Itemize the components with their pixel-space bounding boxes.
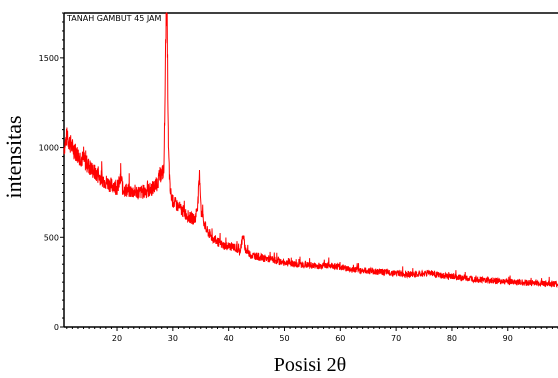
series-line — [63, 12, 558, 289]
x-tick-label: 80 — [447, 334, 457, 343]
y-tick-label: 0 — [54, 323, 59, 332]
y-tick-label: 1000 — [39, 144, 59, 153]
x-axis-label: Posisi 2θ — [274, 354, 346, 376]
y-tick-label: 1500 — [39, 54, 59, 63]
y-tick-label: 500 — [44, 233, 59, 242]
x-tick-label: 20 — [112, 334, 122, 343]
x-tick-label: 30 — [168, 334, 178, 343]
x-tick-label: 60 — [335, 334, 345, 343]
x-tick-label: 90 — [503, 334, 513, 343]
x-tick-label: 40 — [224, 334, 234, 343]
series-label: TANAH GAMBUT 45 JAM — [66, 14, 162, 23]
y-axis-label: intensitas — [1, 115, 26, 198]
x-tick-label: 70 — [391, 334, 401, 343]
x-tick-label: 50 — [279, 334, 289, 343]
plot-group: 0 500 1000 1500 20 30 40 50 60 70 80 90 — [39, 12, 558, 343]
